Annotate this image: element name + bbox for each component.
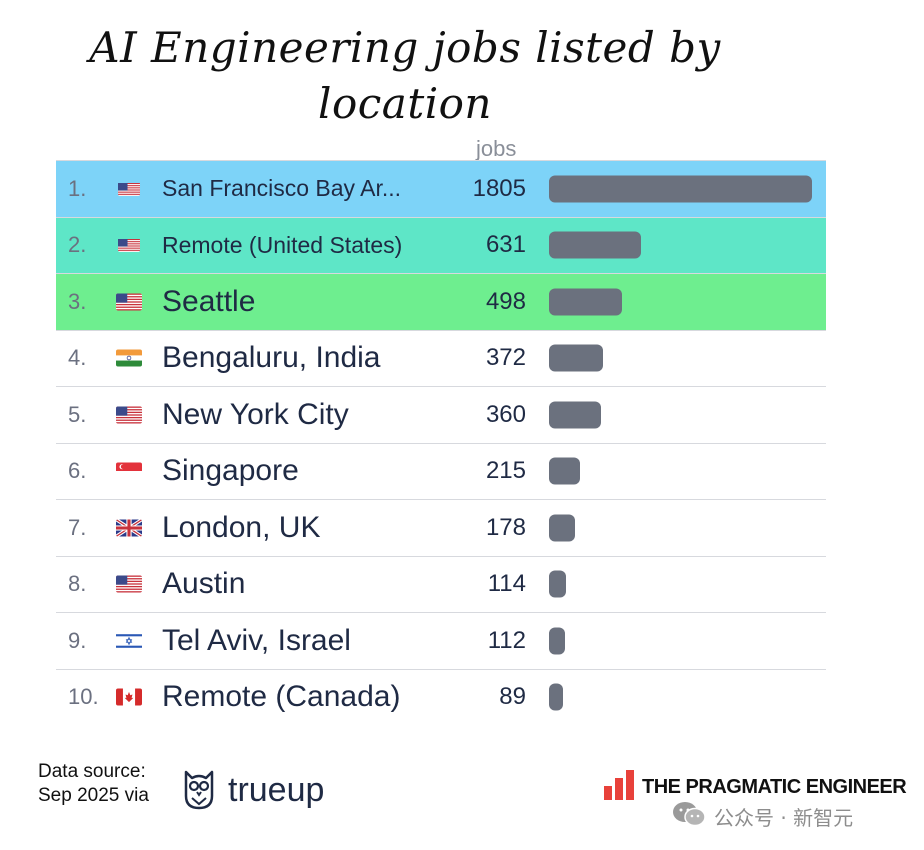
wechat-icon: [672, 800, 706, 833]
rank-label: 4.: [68, 345, 87, 371]
table-row: 9. Tel Aviv, Israel 112: [56, 612, 826, 669]
table-row: 4. Bengaluru, India 372: [56, 329, 826, 387]
location-label: Singapore: [162, 454, 299, 488]
location-label: Bengaluru, India: [162, 341, 381, 375]
data-source-line-2: Sep 2025 via: [38, 785, 149, 806]
india-flag-icon: [116, 349, 142, 367]
jobs-count: 1805: [472, 174, 526, 202]
location-label: San Francisco Bay Ar...: [162, 175, 402, 202]
watermark: 公众号 · 新智元: [672, 800, 853, 833]
jobs-bar: [549, 570, 566, 598]
rank-label: 6.: [68, 458, 87, 484]
ranking-table: 1. San Francisco Bay Ar... 1805 2. Remote (U…: [56, 160, 826, 725]
table-row: 2. Remote (United States) 631: [56, 216, 826, 273]
table-row: 8. Austin 114: [56, 555, 826, 613]
bar-chart-logo-icon: [604, 770, 636, 804]
jobs-bar: [549, 683, 563, 711]
location-label: Austin: [162, 567, 246, 601]
location-label: Seattle: [162, 284, 256, 318]
us-flag-icon: [118, 182, 140, 196]
table-row: 10. Remote (Canada) 89: [56, 668, 826, 726]
us-flag-icon: [116, 293, 142, 311]
jobs-bar: [549, 175, 812, 203]
trueup-name: trueup: [228, 770, 325, 809]
us-flag-icon: [118, 238, 140, 253]
rank-label: 8.: [68, 571, 87, 597]
singapore-flag-icon: [116, 462, 142, 480]
uk-flag-icon: [116, 519, 142, 537]
jobs-count: 114: [487, 570, 526, 598]
israel-flag-icon: [116, 632, 142, 650]
table-row: 5. New York City 360: [56, 386, 826, 443]
watermark-text: 公众号 · 新智元: [714, 806, 854, 830]
jobs-count: 178: [485, 513, 526, 541]
jobs-bar: [549, 627, 566, 655]
rank-label: 7.: [68, 514, 87, 540]
jobs-count: 372: [485, 344, 526, 372]
jobs-column-header: jobs: [476, 136, 517, 161]
location-label: New York City: [162, 397, 349, 431]
us-flag-icon: [116, 575, 142, 593]
jobs-bar: [549, 231, 641, 259]
jobs-count: 112: [487, 626, 526, 654]
location-label: Remote (Canada): [162, 680, 401, 714]
jobs-bar: [549, 457, 581, 485]
jobs-count: 631: [485, 231, 526, 259]
table-row: 7. London, UK 178: [56, 499, 826, 556]
jobs-bar: [549, 288, 622, 316]
trueup-logo: trueup: [182, 766, 324, 814]
table-row: 3. Seattle 498: [56, 273, 826, 330]
jobs-bar: [549, 344, 604, 372]
canada-flag-icon: [116, 688, 142, 706]
rank-label: 2.: [68, 232, 87, 258]
jobs-bar: [549, 514, 575, 542]
location-label: Tel Aviv, Israel: [162, 623, 351, 657]
jobs-count: 215: [485, 457, 526, 485]
jobs-count: 498: [485, 287, 526, 315]
rank-label: 5.: [68, 401, 87, 427]
data-source-label: Data source: Sep 2025 via: [38, 760, 149, 808]
table-row: 1. San Francisco Bay Ar... 1805: [56, 160, 826, 217]
jobs-count: 89: [499, 683, 526, 711]
rank-label: 3.: [68, 288, 87, 314]
location-label: Remote (United States): [162, 231, 403, 258]
table-row: 6. Singapore 215: [56, 442, 826, 500]
pragmatic-engineer-logo: THE PRAGMATIC ENGINEER: [604, 770, 907, 804]
location-label: London, UK: [162, 510, 321, 544]
owl-icon: [182, 766, 216, 814]
rank-label: 10.: [68, 684, 99, 710]
rank-label: 9.: [68, 627, 87, 653]
jobs-bar: [549, 401, 602, 429]
data-source-line-1: Data source:: [38, 761, 146, 782]
publisher-name: THE PRAGMATIC ENGINEER: [642, 775, 907, 798]
chart-title: AI Engineering jobs listed by location: [89, 23, 721, 128]
us-flag-icon: [116, 406, 142, 424]
rank-label: 1.: [68, 175, 87, 201]
jobs-count: 360: [485, 400, 526, 428]
